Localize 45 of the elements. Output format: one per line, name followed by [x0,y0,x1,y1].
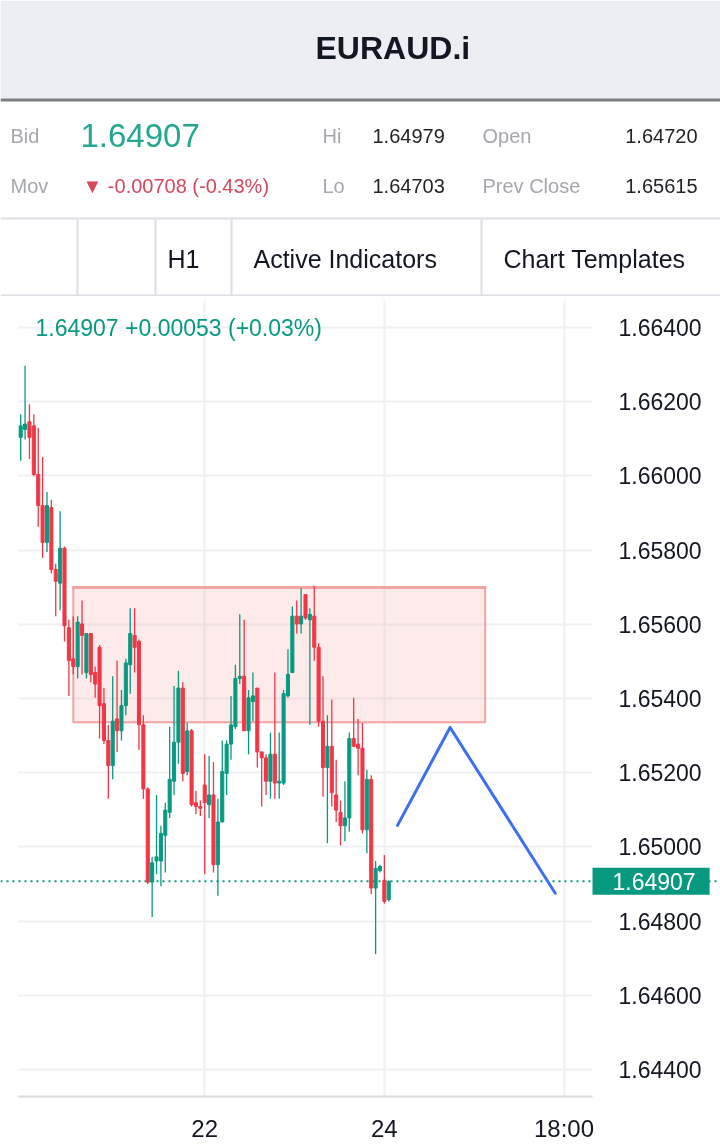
candlestick [80,599,85,676]
candlestick [207,755,212,819]
text: Open [482,124,532,147]
y-tick-label: 1.66000 [618,463,702,490]
text: Lo [322,174,345,197]
candlestick [303,593,308,621]
y-tick-label: 1.65400 [618,686,702,712]
chart-title: EURAUD.i [315,29,471,66]
text: 1.64720 [625,124,698,147]
y-tick-label: 1.64400 [618,1056,702,1083]
ref-line-label: 1.64907 [612,868,696,895]
text: H1 [167,244,200,273]
candlestick [202,753,207,875]
y-tick-label: 1.65200 [618,760,702,787]
candlestick [307,607,312,726]
annotation: 1.64907 +0.00053 (+0.03%) [35,314,322,341]
text: Active Indicators [253,244,437,273]
text: 1.64979 [372,124,445,147]
text: 1.64907 [80,117,200,154]
text: Hi [322,124,342,147]
text: Bid [10,124,40,147]
y-tick-label: 1.66400 [618,315,702,342]
text: 1.65615 [625,174,698,197]
candlestick [150,856,155,918]
y-tick-label: 1.65800 [618,537,702,564]
candlestick [382,854,387,905]
text: Prev Close [482,174,581,197]
candlestick [23,365,28,441]
text: 1.64703 [372,174,445,197]
candlestick [325,714,330,844]
candlestick [294,599,299,635]
candlestick [299,587,304,635]
y-tick-label: 1.66200 [618,389,702,416]
text: ▼ -0.00708 (-0.43%) [82,174,270,197]
y-tick-label: 1.64800 [618,908,702,935]
x-tick-label: 24 [371,1114,398,1142]
y-tick-label: 1.65000 [618,834,702,861]
y-tick-label: 1.65600 [618,611,702,638]
candlestick [334,759,339,823]
text: Mov [10,174,49,197]
x-tick-label: 18:00 [533,1114,595,1142]
candlestick [115,660,120,753]
text: Chart Templates [503,244,686,273]
y-tick-label: 1.64600 [618,982,702,1009]
x-tick-label: 22 [191,1114,219,1142]
